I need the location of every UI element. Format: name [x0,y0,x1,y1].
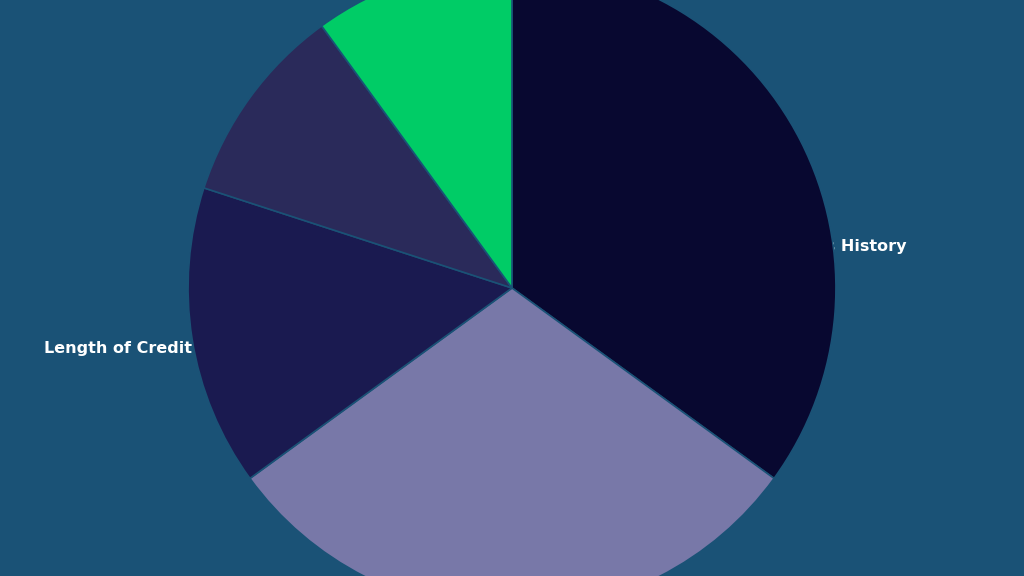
Text: Amounts Owed
30%: Amounts Owed 30% [457,468,593,553]
Text: Payments History
35%: Payments History 35% [748,173,906,272]
Text: Credit Mix
10%: Credit Mix 10% [225,138,318,241]
Wedge shape [512,0,836,479]
Text: Length of Credit History
15%: Length of Credit History 15% [44,333,263,374]
Wedge shape [188,188,512,479]
Wedge shape [204,26,512,288]
Text: New Credit
10%: New Credit 10% [412,41,511,122]
Wedge shape [250,288,774,576]
Wedge shape [322,0,512,288]
